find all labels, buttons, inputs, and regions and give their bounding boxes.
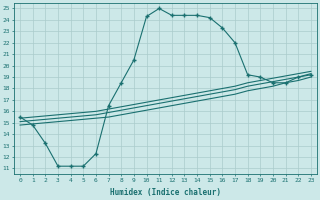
X-axis label: Humidex (Indice chaleur): Humidex (Indice chaleur)	[110, 188, 221, 197]
